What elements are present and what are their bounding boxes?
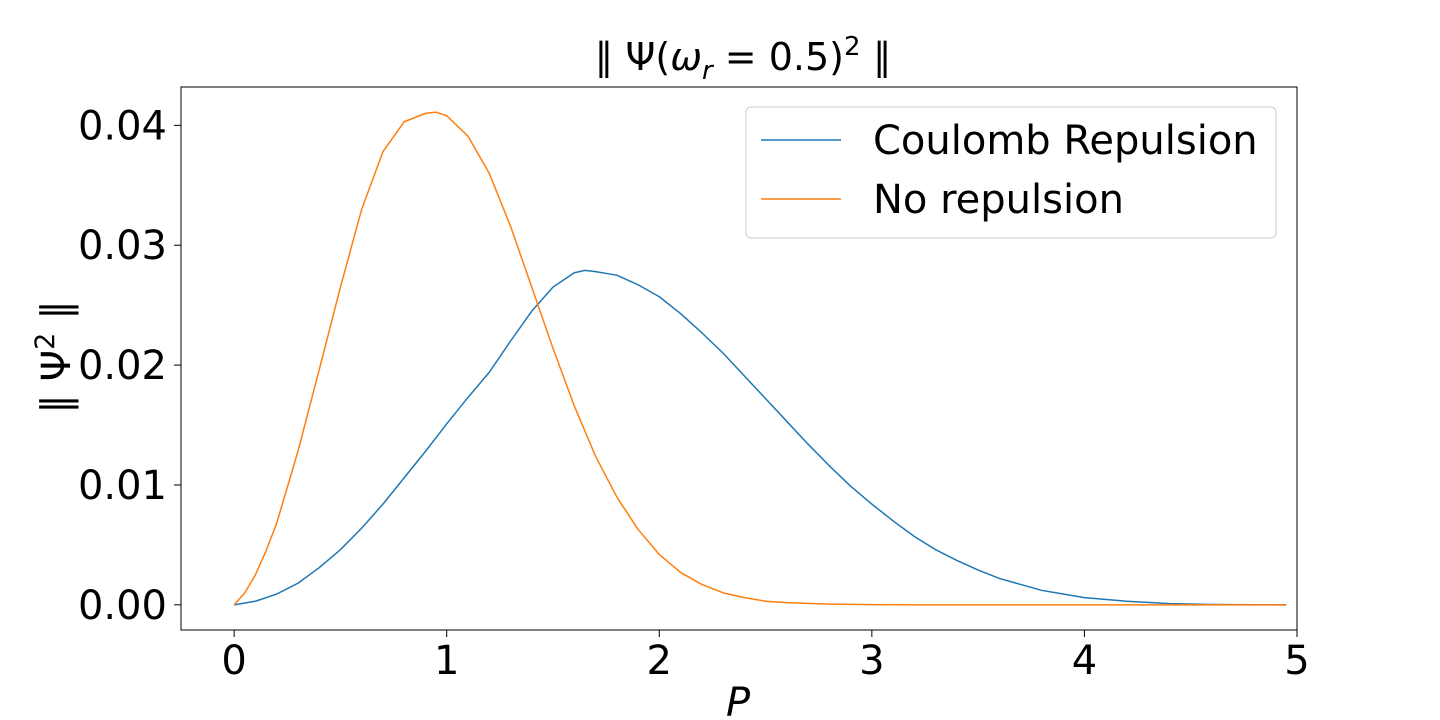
title-subscript: r bbox=[702, 56, 715, 86]
legend-label-coulomb: Coulomb Repulsion bbox=[873, 118, 1258, 164]
y-tick-label: 0.04 bbox=[78, 103, 167, 149]
y-tick-label: 0.03 bbox=[78, 223, 167, 269]
x-tick-label: 0 bbox=[221, 638, 246, 684]
title-superscript: 2 bbox=[844, 32, 861, 62]
title-close: ∥ bbox=[861, 35, 892, 79]
series-line-coulomb-repulsion bbox=[234, 269, 1287, 606]
title-open: ∥ Ψ( bbox=[594, 35, 670, 79]
legend: Coulomb Repulsion No repulsion bbox=[745, 106, 1277, 239]
y-tick-label: 0.02 bbox=[78, 343, 167, 389]
chart-title: ∥ Ψ(ωr = 0.5)2 ∥ bbox=[594, 32, 891, 86]
plot-lines bbox=[233, 111, 1287, 606]
ylabel-open: ∥ Ψ bbox=[34, 350, 80, 414]
x-tick-label: 4 bbox=[1072, 638, 1097, 684]
legend-label-no-repulsion: No repulsion bbox=[873, 177, 1124, 223]
title-equals: = 0.5) bbox=[713, 35, 844, 79]
legend-box bbox=[745, 106, 1277, 239]
title-omega: ω bbox=[670, 35, 702, 79]
ylabel-close: ∥ bbox=[34, 300, 80, 333]
x-tick-label: 2 bbox=[647, 638, 672, 684]
x-axis-ticks: 0 1 2 3 4 5 bbox=[221, 630, 1310, 684]
x-tick-label: 3 bbox=[859, 638, 884, 684]
y-axis-label: ∥ Ψ2 ∥ bbox=[30, 300, 80, 414]
ylabel-superscript: 2 bbox=[30, 333, 61, 350]
x-tick-label: 5 bbox=[1284, 638, 1309, 684]
y-tick-label: 0.00 bbox=[78, 583, 167, 629]
y-tick-label: 0.01 bbox=[78, 463, 167, 509]
x-tick-label: 1 bbox=[434, 638, 459, 684]
series-line-no-repulsion bbox=[233, 111, 1287, 606]
y-axis-ticks: 0.00 0.01 0.02 0.03 0.04 bbox=[78, 103, 181, 629]
axes-frame bbox=[180, 86, 1298, 631]
x-axis-label: P bbox=[726, 680, 751, 720]
